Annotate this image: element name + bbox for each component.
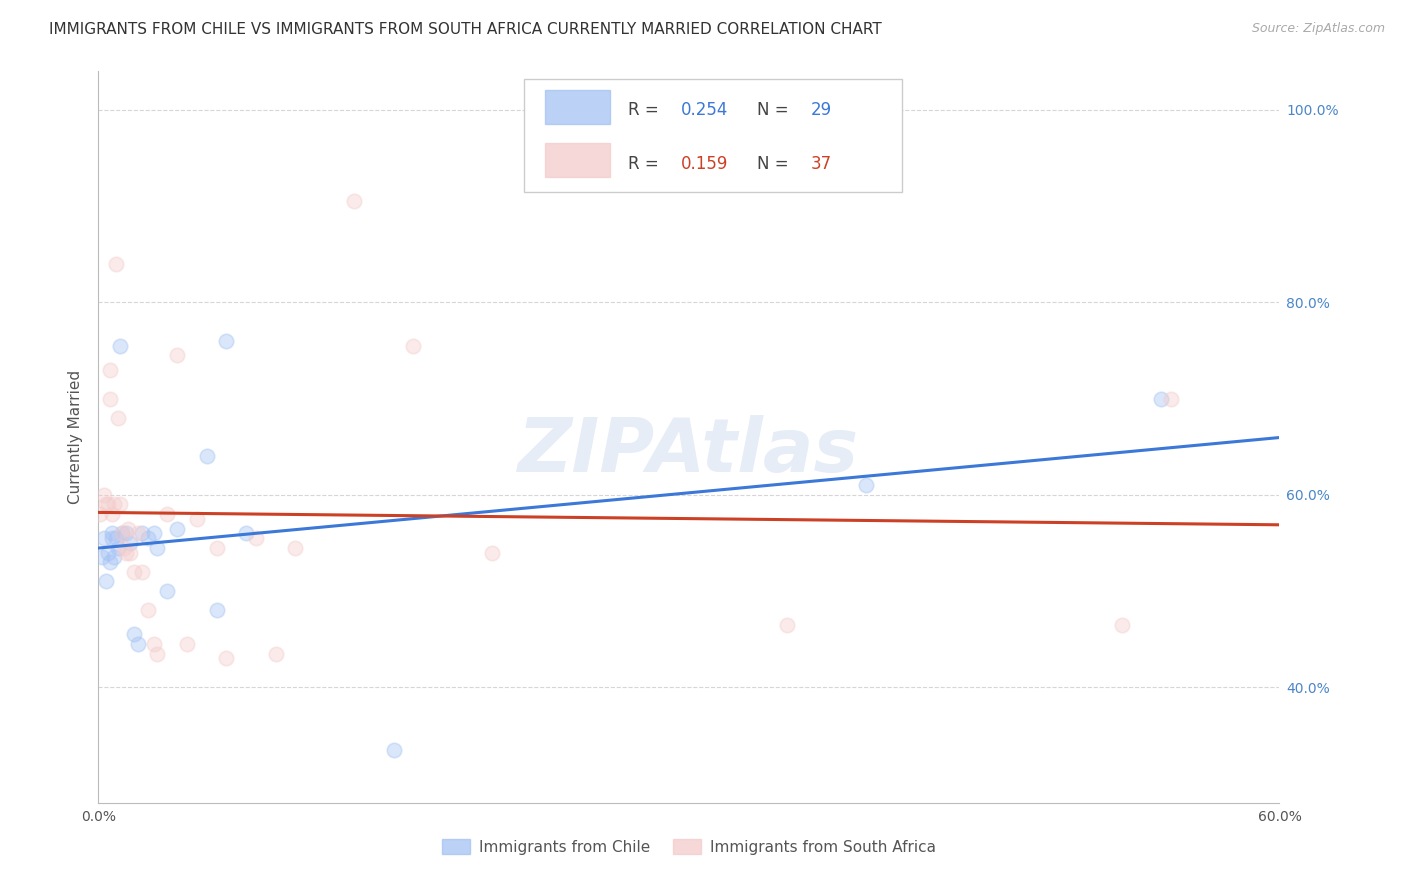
Point	[105, 531, 128, 545]
Point	[118, 536, 141, 550]
Point	[382, 743, 405, 757]
Point	[166, 521, 188, 535]
Point	[108, 338, 131, 352]
Point	[105, 257, 128, 271]
Point	[776, 617, 799, 632]
Point	[156, 584, 179, 599]
Point	[122, 565, 145, 579]
Point	[122, 627, 145, 641]
Point	[97, 498, 120, 512]
Text: 29: 29	[811, 102, 832, 120]
Point	[117, 521, 139, 535]
Y-axis label: Currently Married: Currently Married	[67, 370, 83, 504]
Point	[146, 647, 169, 661]
Point	[127, 637, 149, 651]
Point	[235, 526, 257, 541]
Point	[264, 647, 287, 661]
Point	[108, 498, 131, 512]
Text: Source: ZipAtlas.com: Source: ZipAtlas.com	[1251, 22, 1385, 36]
Point	[1150, 392, 1173, 406]
FancyBboxPatch shape	[523, 78, 901, 192]
Point	[131, 526, 153, 541]
Point	[402, 338, 425, 352]
Point	[98, 392, 121, 406]
Point	[97, 545, 120, 559]
Point	[131, 565, 153, 579]
Point	[1160, 392, 1182, 406]
Point	[118, 545, 141, 559]
Text: 37: 37	[811, 154, 832, 173]
Point	[96, 498, 118, 512]
Bar	[546, 144, 610, 178]
Point	[136, 603, 159, 617]
Point	[142, 637, 165, 651]
Point	[205, 541, 228, 555]
Point	[215, 334, 238, 348]
Point	[176, 637, 198, 651]
Point	[245, 531, 267, 545]
Point	[1111, 617, 1133, 632]
Point	[115, 545, 138, 559]
Text: 0.159: 0.159	[681, 154, 728, 173]
Point	[91, 550, 114, 565]
Point	[195, 450, 218, 464]
Bar	[546, 90, 610, 124]
Point	[107, 410, 129, 425]
Point	[98, 362, 121, 376]
Point	[103, 550, 125, 565]
Point	[284, 541, 307, 555]
Point	[103, 498, 125, 512]
Point	[186, 512, 208, 526]
Text: ZIPAtlas: ZIPAtlas	[519, 415, 859, 488]
Point	[127, 526, 149, 541]
Point	[101, 507, 124, 521]
Text: 0.254: 0.254	[681, 102, 728, 120]
Text: N =: N =	[758, 102, 794, 120]
Point	[215, 651, 238, 665]
Point	[101, 526, 124, 541]
Text: R =: R =	[627, 102, 664, 120]
Point	[96, 574, 118, 589]
Point	[112, 541, 135, 555]
Point	[101, 531, 124, 545]
Point	[107, 541, 129, 555]
Point	[166, 348, 188, 362]
Point	[142, 526, 165, 541]
Legend: Immigrants from Chile, Immigrants from South Africa: Immigrants from Chile, Immigrants from S…	[436, 833, 942, 861]
Point	[111, 526, 134, 541]
Point	[89, 507, 111, 521]
Point	[205, 603, 228, 617]
Point	[115, 526, 138, 541]
Point	[136, 531, 159, 545]
Point	[93, 531, 115, 545]
Point	[855, 478, 877, 492]
Point	[156, 507, 179, 521]
Point	[111, 526, 134, 541]
Point	[146, 541, 169, 555]
Point	[98, 555, 121, 569]
Text: R =: R =	[627, 154, 664, 173]
Point	[481, 545, 503, 559]
Point	[93, 488, 115, 502]
Text: N =: N =	[758, 154, 794, 173]
Point	[343, 194, 366, 209]
Text: IMMIGRANTS FROM CHILE VS IMMIGRANTS FROM SOUTH AFRICA CURRENTLY MARRIED CORRELAT: IMMIGRANTS FROM CHILE VS IMMIGRANTS FROM…	[49, 22, 882, 37]
